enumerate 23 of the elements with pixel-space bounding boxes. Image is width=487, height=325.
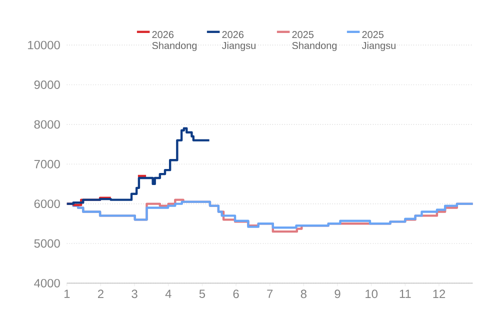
legend-label: 2025 Jiangsu xyxy=(362,30,396,51)
x-tick-label: 3 xyxy=(132,290,138,298)
x-tick-label: 6 xyxy=(233,290,239,298)
x-tick-label: 11 xyxy=(400,290,411,298)
y-tick-label: 4000 xyxy=(34,278,60,288)
x-tick-label: 9 xyxy=(334,290,340,298)
x-tick-label: 8 xyxy=(300,290,306,298)
x-tick-label: 7 xyxy=(267,290,273,298)
x-tick-label: 12 xyxy=(433,290,446,298)
x-tick-label: 5 xyxy=(199,290,206,298)
legend-label: 2026 Shandong xyxy=(152,30,197,51)
y-tick-label: 10000 xyxy=(28,40,60,50)
legend-label: 2026 Jiangsu xyxy=(222,30,256,51)
x-tick-label: 2 xyxy=(98,290,104,298)
x-tick-label: 1 xyxy=(64,290,70,298)
x-tick-label: 4 xyxy=(165,290,172,298)
y-tick-label: 7000 xyxy=(34,160,60,168)
y-tick-label: 5000 xyxy=(34,239,60,248)
y-tick-label: 8000 xyxy=(34,120,60,129)
y-tick-label: 9000 xyxy=(34,80,60,89)
y-tick-label: 6000 xyxy=(34,200,60,208)
x-tick-label: 10 xyxy=(366,290,378,298)
legend-label: 2025 Shandong xyxy=(292,30,337,51)
